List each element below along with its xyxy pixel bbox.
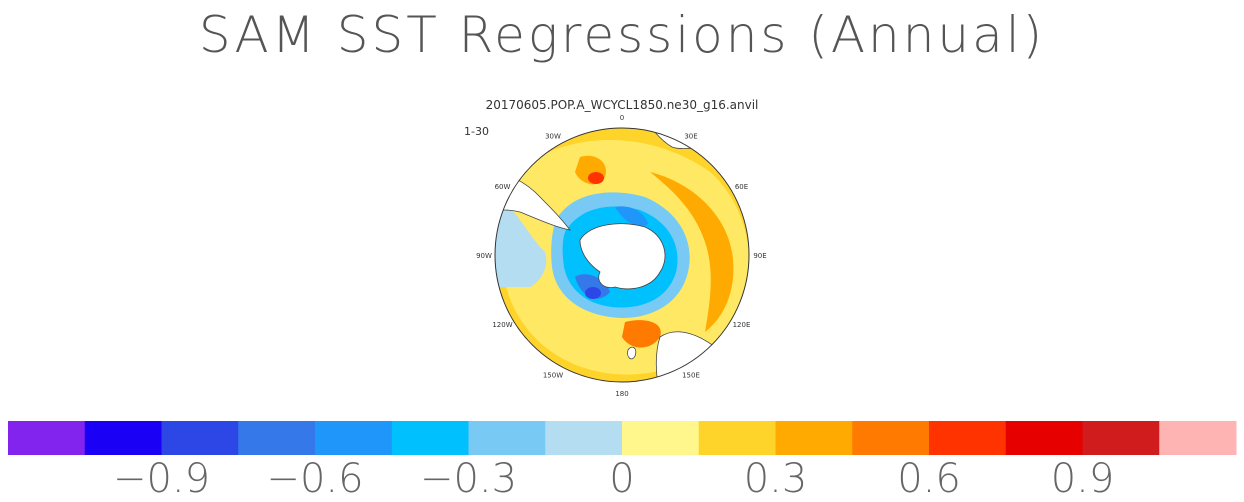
colorbar-bin: [468, 421, 546, 455]
colorbar-bin: [84, 421, 162, 455]
colorbar-bin: [698, 421, 776, 455]
colorbar-bin: [315, 421, 393, 455]
colorbar: −0.9 −0.6 −0.3 0 0.3 0.6 0.9: [8, 421, 1237, 502]
field-orange-arc: [650, 172, 734, 332]
longitude-label: 120W: [492, 321, 512, 329]
longitude-label: 30W: [545, 133, 561, 141]
field-blue-patch-atl: [615, 206, 648, 227]
polar-map: 1-30 0 30E 60E 90E 120E 150E 180 150W 120W 90W 60W…: [464, 114, 767, 398]
colorbar-bin: [929, 421, 1007, 455]
antarctica: [579, 223, 666, 290]
period-label: 1-30: [464, 125, 489, 138]
new-zealand: [627, 346, 637, 360]
longitude-label: 180: [615, 390, 628, 398]
longitude-label: 60E: [735, 183, 748, 191]
longitude-label: 90E: [753, 252, 766, 260]
longitude-labels: 0 30E 60E 90E 120E 150E 180 150W 120W 90W 60W 30W: [476, 114, 767, 398]
longitude-label: 150W: [543, 372, 563, 380]
longitude-label: 120E: [733, 321, 751, 329]
field-lightblue-west: [495, 192, 547, 287]
colorbar-bin: [852, 421, 930, 455]
colorbar-bin: [238, 421, 316, 455]
chart-title: SAM SST Regressions (Annual): [198, 6, 1046, 64]
colorbar-tick-label: −0.6: [266, 456, 363, 502]
colorbar-tick-label: −0.3: [420, 456, 517, 502]
colorbar-bin: [161, 421, 239, 455]
longitude-label: 90W: [476, 252, 492, 260]
colorbar-bin: [545, 421, 623, 455]
longitude-label: 0: [620, 114, 624, 122]
colorbar-tick-label: 0: [609, 456, 634, 502]
chart-subtitle: 20170605.POP.A_WCYCL1850.ne30_g16.anvil: [485, 98, 759, 112]
colorbar-bin: [1082, 421, 1160, 455]
field-red-spot: [588, 172, 604, 184]
colorbar-bin: [391, 421, 469, 455]
field-dark-blue-spot: [585, 287, 601, 299]
colorbar-tick-label: 0.6: [897, 456, 961, 502]
colorbar-bin: [775, 421, 853, 455]
longitude-label: 150E: [682, 372, 700, 380]
colorbar-tick-label: −0.9: [113, 456, 210, 502]
colorbar-tick-label: 0.3: [744, 456, 808, 502]
map-boundary: [494, 127, 750, 383]
longitude-label: 30E: [684, 133, 697, 141]
colorbar-tick-label: 0.9: [1051, 456, 1115, 502]
longitude-label: 60W: [495, 183, 511, 191]
colorbar-bin: [8, 421, 86, 455]
colorbar-bin: [622, 421, 700, 455]
colorbar-bin: [1005, 421, 1083, 455]
colorbar-bin: [1159, 421, 1237, 455]
field-orange-pacific: [622, 320, 661, 348]
